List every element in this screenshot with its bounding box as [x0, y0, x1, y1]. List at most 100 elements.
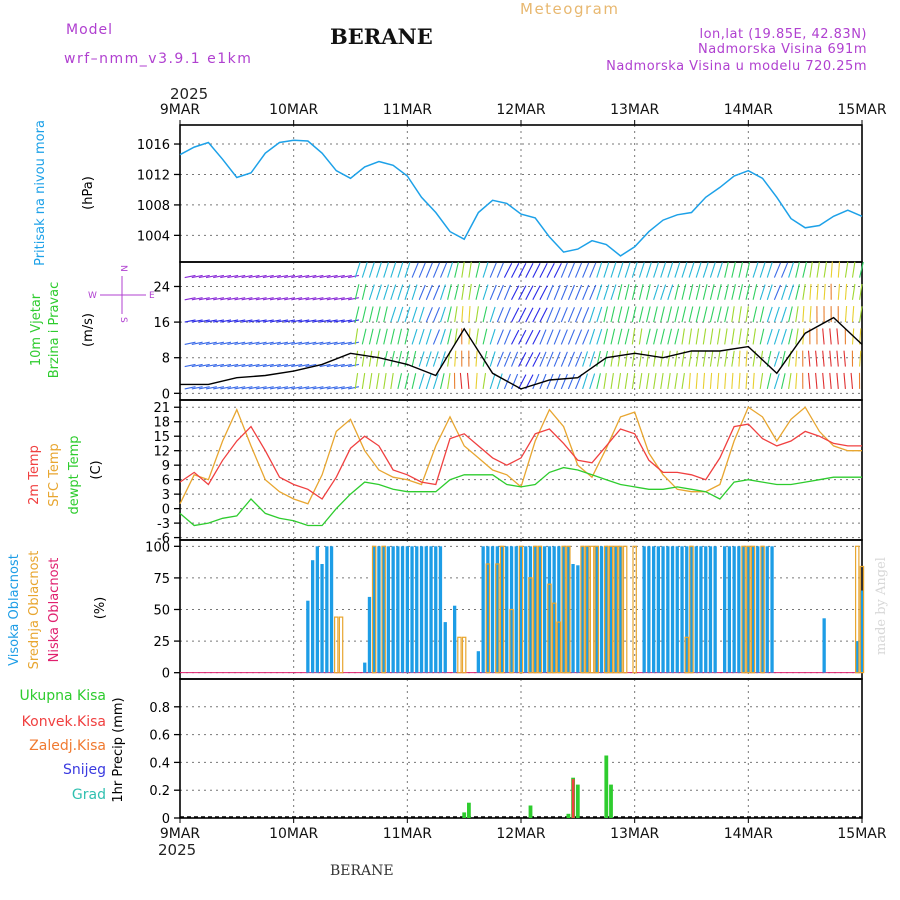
wind-arrow	[815, 350, 818, 367]
wind-arrow	[205, 274, 217, 279]
wind-arrow	[518, 263, 527, 278]
wind-arrow	[241, 386, 253, 390]
wind-arrow	[724, 284, 729, 300]
wind-arrow	[262, 386, 274, 390]
wind-arrow	[773, 262, 782, 278]
wind-arrow	[660, 284, 667, 300]
wind-arrow	[525, 285, 534, 301]
wind-arrow	[354, 284, 360, 300]
wind-arrow	[574, 307, 583, 323]
x-tick-label: 15MAR	[837, 826, 886, 842]
high-cloud-bar	[438, 546, 443, 673]
wind-arrow	[645, 350, 650, 367]
wind-arrow	[489, 306, 496, 323]
compass-south: S	[118, 317, 128, 323]
wind-arrow	[638, 373, 643, 389]
wind-arrow	[809, 283, 812, 300]
wind-arrow	[816, 283, 819, 300]
wind-arrow	[291, 386, 303, 390]
wind-arrow	[312, 386, 324, 390]
wind-arrow	[795, 372, 798, 389]
y-tick-label: 18	[153, 416, 170, 431]
wind-arrow	[574, 329, 583, 345]
wind-arrow	[213, 297, 225, 301]
wind-arrow	[724, 350, 728, 367]
wind-arrow	[375, 306, 381, 323]
wind-arrow	[802, 283, 806, 300]
wind-arrow	[390, 328, 395, 345]
wind-arrow	[752, 284, 758, 300]
wind-arrow	[624, 373, 629, 389]
wind-arrow	[815, 372, 818, 389]
wind-arrow	[191, 386, 203, 390]
wind-arrow	[184, 274, 196, 279]
wind-arrow	[425, 307, 433, 323]
wind-arrow	[532, 352, 541, 367]
wind-arrow	[198, 319, 210, 323]
wind-arrow	[489, 262, 497, 278]
wind-arrow	[411, 373, 417, 390]
wind-arrow	[631, 284, 637, 300]
wind-arrow	[532, 329, 541, 345]
wind-arrow	[645, 284, 651, 300]
wind-arrow	[447, 328, 452, 345]
wind-arrow	[496, 284, 504, 301]
wind-arrow	[709, 328, 714, 345]
wind-arrow	[333, 363, 345, 368]
wind-arrow	[439, 284, 446, 300]
y-tick-label: 8	[162, 352, 170, 367]
wind-arrow	[340, 386, 352, 390]
wind-arrow	[361, 284, 367, 300]
wind-arrow	[631, 328, 636, 345]
wind-arrow	[191, 341, 203, 345]
wind-arrow	[795, 261, 800, 278]
wind-arrow	[709, 262, 716, 278]
panel-frame	[179, 261, 863, 401]
wind-arrow	[674, 262, 681, 278]
wind-arrow	[255, 319, 267, 323]
high-cloud-bar	[490, 546, 495, 673]
precip-bar-0	[609, 784, 613, 818]
wind-arrow	[674, 306, 680, 323]
mid-cloud-bar	[551, 602, 557, 674]
wind-arrow	[276, 297, 289, 301]
wind-arrow	[354, 373, 359, 389]
wind-arrow	[610, 373, 614, 389]
wind-arrow	[262, 274, 274, 279]
wind-arrow	[454, 284, 459, 300]
wind-arrow	[738, 261, 744, 278]
wind-arrow	[241, 274, 253, 279]
wind-arrow	[589, 328, 596, 345]
wind-arrow	[738, 306, 742, 323]
high-cloud-bar	[476, 651, 480, 673]
wind-arrow	[468, 283, 472, 300]
wind-arrow	[788, 373, 792, 389]
wind-arrow	[184, 363, 196, 368]
wind-arrow	[518, 307, 527, 323]
wind-arrow	[227, 274, 239, 279]
wind-arrow	[354, 262, 361, 278]
wind-arrow	[851, 306, 855, 323]
precip-bar-0	[604, 755, 609, 818]
wind-arrow	[198, 297, 210, 301]
wind-arrow	[525, 352, 534, 367]
wind-arrow	[284, 297, 296, 301]
wind-arrow	[567, 329, 576, 345]
precip-bar-0	[467, 802, 471, 818]
y-tick-label: 24	[153, 280, 170, 295]
wind-arrow	[837, 261, 841, 278]
wind-arrow	[291, 341, 303, 345]
wind-speed-line	[180, 316, 863, 390]
wind-arrow	[752, 372, 755, 389]
high-cloud-bar	[746, 546, 750, 673]
wind-arrow	[418, 306, 425, 323]
precip-bar-0	[528, 805, 533, 818]
wind-arrow	[553, 263, 562, 278]
wind-arrow	[425, 262, 433, 278]
wind-arrow	[213, 341, 225, 345]
wind-arrow	[582, 307, 590, 323]
mid-cloud-bar	[580, 545, 585, 674]
pressure-axis-label: Pritisak na nivou mora	[33, 120, 48, 266]
wind-arrow	[589, 351, 596, 367]
wind-arrow	[560, 373, 568, 390]
